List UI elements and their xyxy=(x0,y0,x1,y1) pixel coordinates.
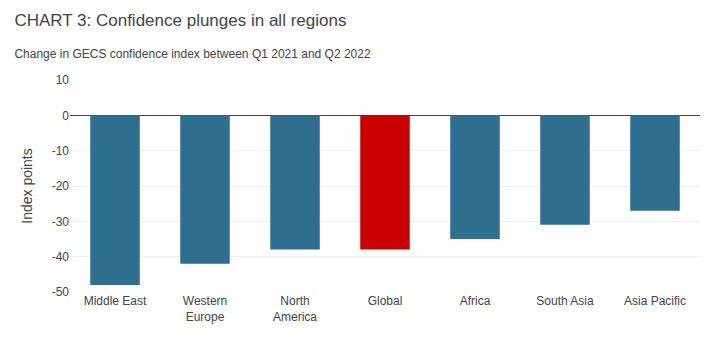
svg-text:Africa: Africa xyxy=(460,294,491,308)
svg-text:Middle East: Middle East xyxy=(84,294,147,308)
svg-text:Change in GECS confidence inde: Change in GECS confidence index between … xyxy=(14,47,371,61)
svg-text:0: 0 xyxy=(62,109,69,123)
svg-text:CHART 3: Confidence plunges in: CHART 3: Confidence plunges in all regio… xyxy=(14,11,346,30)
svg-text:South Asia: South Asia xyxy=(536,294,594,308)
svg-text:WesternEurope: WesternEurope xyxy=(183,294,227,324)
svg-text:Index points: Index points xyxy=(19,148,35,224)
svg-text:-30: -30 xyxy=(52,215,70,229)
svg-text:-20: -20 xyxy=(52,179,70,193)
svg-text:-10: -10 xyxy=(52,144,70,158)
svg-text:10: 10 xyxy=(56,73,70,87)
svg-text:NorthAmerica: NorthAmerica xyxy=(273,294,317,324)
svg-text:Asia Pacific: Asia Pacific xyxy=(624,294,686,308)
svg-text:Global: Global xyxy=(368,294,403,308)
svg-text:-40: -40 xyxy=(52,250,70,264)
svg-text:-50: -50 xyxy=(52,285,70,299)
